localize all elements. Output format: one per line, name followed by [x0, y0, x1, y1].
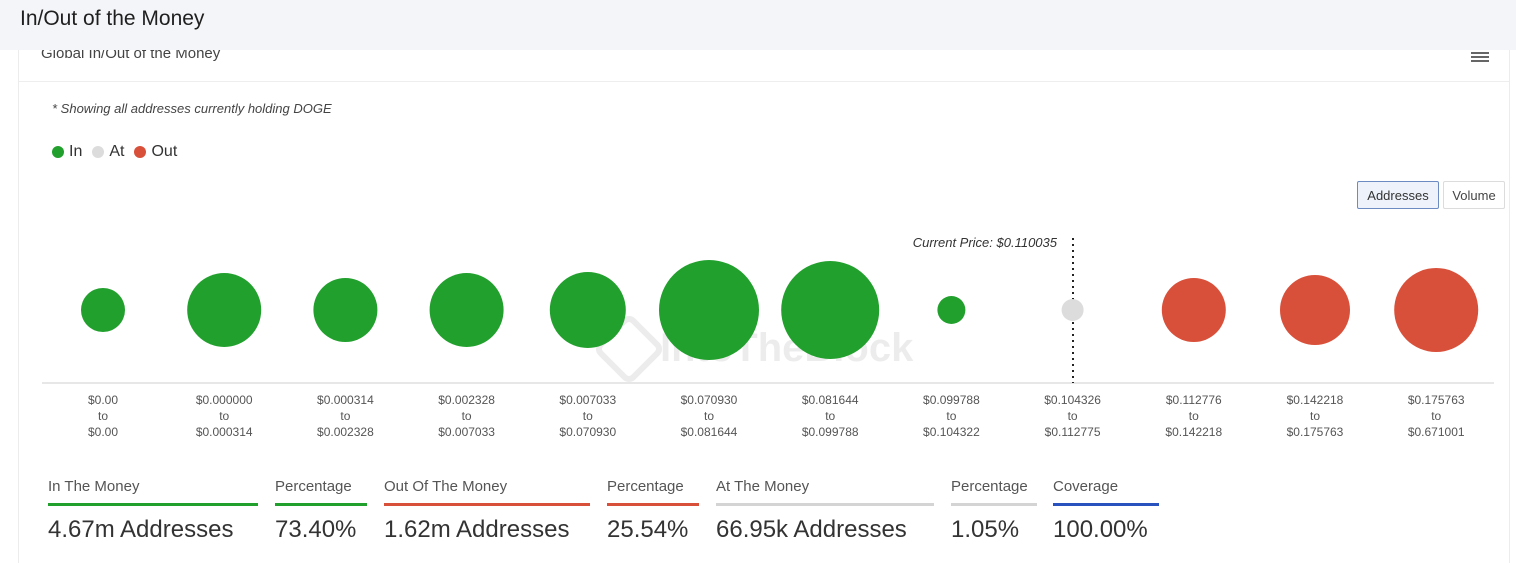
- addresses-toggle-button[interactable]: Addresses: [1357, 181, 1439, 209]
- tick-label-5-from: $0.070930: [681, 393, 738, 407]
- tick-label-9-to-word: to: [1189, 409, 1199, 423]
- card-header-title: Global In/Out of the Money: [41, 50, 221, 62]
- bubble-in-2[interactable]: [313, 278, 378, 342]
- stat-value-3: 25.54%: [607, 516, 689, 543]
- legend-item-out[interactable]: Out: [134, 143, 177, 161]
- tick-label-11-from: $0.175763: [1408, 393, 1465, 407]
- tick-label-1-to: $0.000314: [196, 425, 253, 439]
- page-title: In/Out of the Money: [20, 7, 205, 30]
- stat-value-4: 66.95k Addresses: [716, 516, 907, 543]
- stat-label-3: Percentage: [607, 478, 699, 506]
- chart-card: Global In/Out of the Money: [18, 50, 1510, 563]
- tick-label-8-to: $0.112775: [1045, 425, 1101, 439]
- tick-label-4-from: $0.007033: [559, 393, 616, 407]
- tick-label-8-to-word: to: [1068, 409, 1078, 423]
- legend-item-in[interactable]: In: [52, 143, 82, 161]
- tick-label-7-to-word: to: [946, 409, 956, 423]
- stat-0: In The Money 4.67m Addresses: [48, 478, 258, 544]
- tick-label-11-to: $0.671001: [1408, 425, 1465, 439]
- bubble-out-11[interactable]: [1394, 268, 1479, 352]
- current-price-label: Current Price: $0.110035: [913, 235, 1058, 250]
- bubble-in-7[interactable]: [937, 296, 966, 324]
- stat-label-4: At The Money: [716, 478, 934, 506]
- legend-dot-at-icon: [92, 146, 105, 158]
- stat-value-0: 4.67m Addresses: [48, 516, 234, 543]
- tick-label-5-to-word: to: [704, 409, 714, 423]
- top-bar: In/Out of the Money: [0, 0, 1516, 50]
- tick-label-5-to: $0.081644: [681, 425, 738, 439]
- tick-label-10-to-word: to: [1310, 409, 1320, 423]
- tick-label-0-to: $0.00: [88, 425, 118, 439]
- tick-label-3-to: $0.007033: [438, 425, 495, 439]
- tick-label-0-to-word: to: [98, 409, 108, 423]
- legend-dot-out-icon: [134, 146, 147, 158]
- legend-item-at[interactable]: At: [92, 143, 124, 161]
- volume-toggle-button[interactable]: Volume: [1443, 181, 1505, 209]
- tick-label-10-from: $0.142218: [1287, 393, 1344, 407]
- tick-label-4-to-word: to: [583, 409, 593, 423]
- tick-label-2-to: $0.002328: [317, 425, 374, 439]
- tick-label-11-to-word: to: [1431, 409, 1441, 423]
- bubble-in-5[interactable]: [659, 260, 759, 360]
- tick-label-6-to-word: to: [825, 409, 835, 423]
- stat-label-1: Percentage: [275, 478, 367, 506]
- legend: In At Out: [52, 143, 187, 161]
- tick-label-9-to: $0.142218: [1165, 425, 1222, 439]
- tick-label-8-from: $0.104326: [1044, 393, 1101, 407]
- card-header: Global In/Out of the Money: [19, 50, 1509, 82]
- stat-5: Percentage 1.05%: [951, 478, 1037, 544]
- bubble-in-1[interactable]: [187, 273, 262, 347]
- hamburger-menu-icon[interactable]: [1471, 52, 1489, 62]
- legend-label-out: Out: [151, 143, 178, 160]
- tick-label-2-to-word: to: [340, 409, 350, 423]
- stat-3: Percentage 25.54%: [607, 478, 699, 544]
- tick-label-1-to-word: to: [219, 409, 229, 423]
- tick-label-9-from: $0.112776: [1166, 393, 1222, 407]
- bubble-in-4[interactable]: [549, 272, 626, 348]
- stat-value-5: 1.05%: [951, 516, 1020, 543]
- stat-value-1: 73.40%: [275, 516, 357, 543]
- tick-label-3-to-word: to: [462, 409, 472, 423]
- holding-note: * Showing all addresses currently holdin…: [52, 101, 332, 116]
- tick-label-6-to: $0.099788: [802, 425, 859, 439]
- stat-label-2: Out Of The Money: [384, 478, 590, 506]
- tick-label-6-from: $0.081644: [802, 393, 859, 407]
- tick-label-10-to: $0.175763: [1287, 425, 1344, 439]
- stat-1: Percentage 73.40%: [275, 478, 367, 544]
- tick-label-1-from: $0.000000: [196, 393, 253, 407]
- bubble-in-0[interactable]: [81, 288, 125, 332]
- bubble-in-3[interactable]: [429, 273, 504, 347]
- stat-label-5: Percentage: [951, 478, 1037, 506]
- stat-2: Out Of The Money 1.62m Addresses: [384, 478, 590, 544]
- stat-label-0: In The Money: [48, 478, 258, 506]
- stat-4: At The Money 66.95k Addresses: [716, 478, 934, 544]
- stat-value-6: 100.00%: [1053, 516, 1148, 543]
- legend-label-in: In: [69, 143, 83, 160]
- tick-label-7-from: $0.099788: [923, 393, 980, 407]
- bubble-chart: IntoTheBlock Current Price: $0.110035 $0…: [42, 235, 1494, 439]
- tick-label-2-from: $0.000314: [317, 393, 374, 407]
- legend-dot-in-icon: [52, 146, 64, 158]
- bubble-at-8[interactable]: [1061, 299, 1084, 321]
- tick-label-4-to: $0.070930: [559, 425, 616, 439]
- tick-label-0-from: $0.00: [88, 393, 118, 407]
- bubble-out-9[interactable]: [1161, 278, 1226, 342]
- stat-value-2: 1.62m Addresses: [384, 516, 570, 543]
- bubble-out-10[interactable]: [1280, 275, 1350, 345]
- tick-label-3-from: $0.002328: [438, 393, 495, 407]
- tick-label-7-to: $0.104322: [923, 425, 980, 439]
- stat-label-6: Coverage: [1053, 478, 1159, 506]
- bubble-in-6[interactable]: [781, 261, 880, 359]
- legend-label-at: At: [109, 143, 125, 160]
- stat-6: Coverage 100.00%: [1053, 478, 1159, 544]
